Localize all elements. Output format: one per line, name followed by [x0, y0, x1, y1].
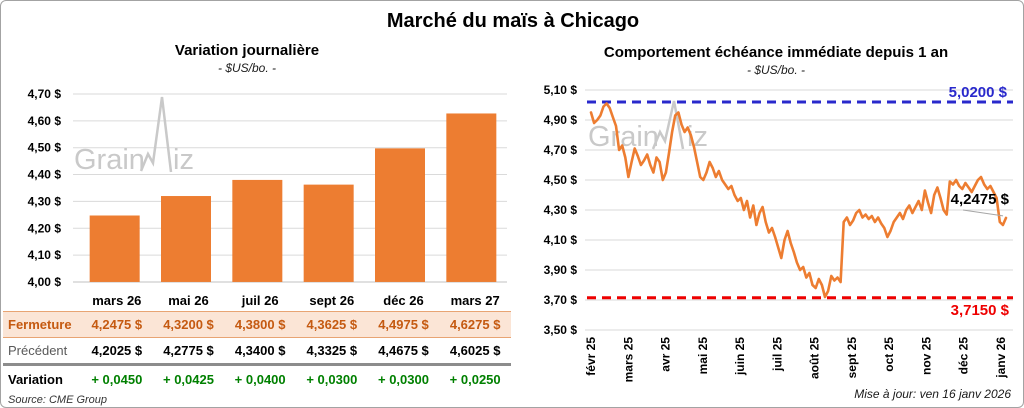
bar-mars 27	[446, 113, 497, 282]
y-axis-tick-label: 5,10 $	[544, 83, 578, 97]
y-axis-tick-label: 4,20 $	[28, 221, 62, 235]
last-price-label: 4,2475 $	[950, 191, 1009, 208]
grainwiz-watermark: iz	[173, 144, 194, 176]
table-row: Variation + 0,0450 + 0,0425 + 0,0400 + 0,030…	[3, 366, 511, 392]
bar-mars 26	[89, 215, 140, 282]
x-axis-tick-label: avr 25	[659, 337, 673, 372]
bar-juil 26	[232, 179, 283, 282]
y-axis-tick-label: 4,70 $	[28, 87, 62, 101]
last-price-leader-line	[962, 209, 1004, 217]
y-axis-tick-label: 4,00 $	[28, 275, 62, 289]
table-row-label: Variation	[8, 371, 63, 387]
y-axis-tick-label: 4,70 $	[544, 143, 578, 157]
bar-sept 26	[303, 184, 354, 282]
y-axis-tick-label: 4,30 $	[544, 203, 578, 217]
table-cell: 4,2775 $	[163, 343, 214, 358]
support-value-label: 3,7150 $	[950, 302, 1009, 319]
y-axis-tick-label: 3,90 $	[544, 263, 578, 277]
table-row: mars 26 mai 26 juil 26 sept 26 déc 26 mars 27	[3, 290, 511, 311]
source-note: Source: CME Group	[8, 394, 108, 406]
table-row: Fermeture 4,2475 $ 4,3200 $ 4,3800 $ 4,3625 …	[3, 311, 511, 338]
y-axis-tick-label: 4,90 $	[544, 113, 578, 127]
table-cell: 4,3800 $	[234, 317, 286, 332]
table-cell: 4,6025 $	[449, 343, 501, 358]
x-axis-tick-label: déc 25	[957, 337, 971, 375]
x-axis-tick-label: nov 25	[919, 337, 933, 375]
page-title: Marché du maïs à Chicago	[386, 10, 640, 32]
table-cell: 4,3200 $	[163, 317, 214, 332]
bar-mai 26	[161, 196, 211, 282]
table-row-label: Précédent	[8, 343, 68, 358]
table-cell: 4,3625 $	[306, 317, 358, 332]
table-cell: + 0,0450	[91, 371, 143, 387]
grainwiz-watermark-spike	[139, 96, 173, 173]
table-cell: + 0,0300	[378, 371, 429, 387]
y-axis-tick-label: 4,50 $	[544, 173, 578, 187]
table-cell: 4,6275 $	[449, 317, 501, 332]
y-axis-tick-label: 4,50 $	[28, 141, 62, 155]
y-axis-tick-label: 4,30 $	[28, 194, 62, 208]
table-cell: + 0,0400	[234, 371, 286, 387]
x-axis-tick-label: mars 25	[621, 337, 635, 383]
line-chart: 5,10 $ 4,90 $ 4,70 $ 4,50 $ 4,30 $ 4,10 $ 3,90…	[544, 83, 1013, 383]
table-cell: mars 26	[92, 293, 142, 308]
grainwiz-watermark-spike	[651, 100, 685, 150]
x-axis-tick-label: sept 25	[845, 337, 859, 379]
bar-chart-subtitle: - $US/bo. -	[217, 61, 277, 75]
table-cell: sept 26	[309, 293, 355, 308]
table-row-label: Fermeture	[8, 317, 72, 332]
x-axis-tick-label: juil 25	[770, 337, 784, 372]
price-line	[589, 102, 1008, 299]
table-cell: + 0,0250	[449, 371, 501, 387]
line-chart-subtitle: - $US/bo. -	[746, 63, 806, 77]
x-axis-tick-label: mai 25	[696, 337, 710, 375]
update-note: Mise à jour: ven 16 janv 2026	[854, 387, 1011, 401]
y-axis-tick-label: 4,10 $	[544, 233, 578, 247]
y-axis-tick-label: 4,10 $	[28, 248, 62, 262]
grainwiz-watermark: Grain	[74, 144, 145, 176]
futures-table-rows: mars 26 mai 26 juil 26 sept 26 déc 26 mars 27…	[3, 290, 511, 392]
table-cell: + 0,0425	[163, 371, 214, 387]
x-axis-tick-label: août 25	[808, 337, 822, 379]
futures-table: mars 26 mai 26 juil 26 sept 26 déc 26 mars 27…	[3, 290, 511, 406]
x-axis-tick-label: oct 25	[882, 337, 896, 372]
y-axis-tick-label: 3,70 $	[544, 293, 578, 307]
y-axis-tick-label: 3,50 $	[544, 323, 578, 337]
x-axis-tick-label: juin 25	[733, 337, 747, 376]
bar-déc 26	[375, 148, 425, 282]
y-axis-tick-label: 4,60 $	[28, 114, 62, 128]
x-axis-tick-label: févr 25	[584, 337, 598, 376]
table-cell: juil 26	[241, 293, 279, 308]
table-cell: 4,4675 $	[378, 343, 429, 358]
resistance-value-label: 5,0200 $	[948, 84, 1007, 101]
table-row: Précédent 4,2025 $ 4,2775 $ 4,3400 $ 4,3325 …	[3, 338, 511, 366]
table-cell: 4,2025 $	[91, 343, 143, 358]
table-cell: 4,3325 $	[306, 343, 358, 358]
table-cell: 4,2475 $	[91, 317, 143, 332]
table-cell: mai 26	[168, 293, 209, 308]
y-axis-tick-label: 4,40 $	[28, 168, 62, 182]
x-axis-tick-label: janv 26	[994, 337, 1008, 379]
bar-chart-title: Variation journalière	[174, 42, 320, 59]
line-chart-title: Comportement échéance immédiate depuis 1…	[603, 44, 949, 61]
table-cell: mars 27	[450, 293, 500, 308]
table-cell: 4,4975 $	[378, 317, 429, 332]
table-cell: déc 26	[383, 293, 424, 308]
table-cell: 4,3400 $	[234, 343, 286, 358]
table-cell: + 0,0300	[306, 371, 358, 387]
bar-chart: 4,70 $ 4,60 $ 4,50 $ 4,40 $ 4,30 $ 4,20 $ 4,10…	[28, 87, 507, 289]
